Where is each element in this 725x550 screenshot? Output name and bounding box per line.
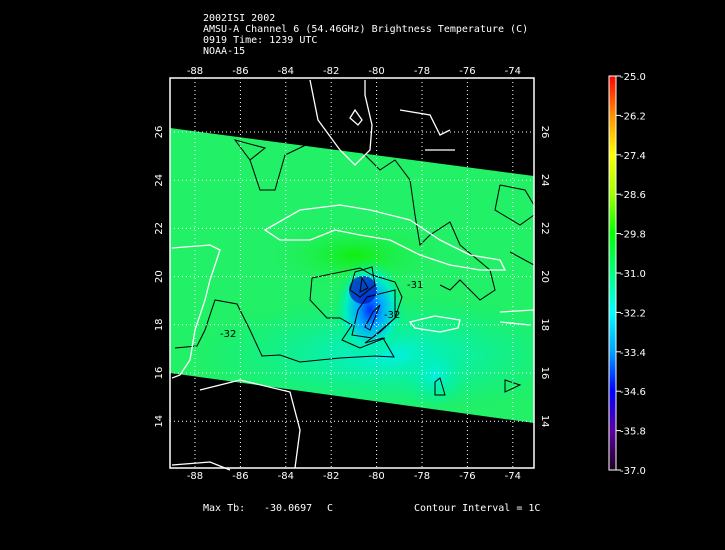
title-line-4: NOAA-15 (203, 46, 246, 57)
y-tick-label-right: 16 (539, 367, 550, 380)
x-tick-label-bottom: -88 (187, 471, 203, 482)
colorbar-tick-label: -35.8 (620, 427, 646, 438)
gridlines (170, 78, 534, 468)
y-tick-label-right: 24 (539, 174, 550, 187)
x-tick-label-bottom: -86 (232, 471, 248, 482)
y-tick-label-left: 14 (154, 415, 165, 428)
max-tb-value: -30.0697 (264, 503, 313, 514)
y-tick-label-left: 20 (154, 270, 165, 283)
contour-labels: -31 -32 -32 (220, 280, 423, 340)
colorbar-tick-label: -32.2 (620, 308, 646, 319)
colorbar-tick-label: -28.6 (620, 190, 646, 201)
x-tick-label-bottom: -76 (459, 471, 475, 482)
x-tick-label-top: -88 (187, 66, 203, 77)
contour-label: -32 (220, 329, 236, 340)
axis-ticks: -88 -88 -86 -86 -84 -84 -82 -82 -80 -80 -78 -78 -76 -… (154, 66, 550, 482)
x-tick-label-top: -84 (278, 66, 294, 77)
colorbar-tick-label: -29.8 (620, 230, 646, 241)
title-line-3: 0919 Time: 1239 UTC (203, 35, 318, 46)
x-tick-label-top: -76 (459, 66, 475, 77)
title-line-1: 2002ISI 2002 (203, 13, 276, 24)
title-line-2: AMSU-A Channel 6 (54.46GHz) Brightness T… (203, 24, 529, 35)
colorbar-tick-label: -33.4 (620, 348, 646, 359)
y-tick-label-right: 20 (539, 270, 550, 283)
y-tick-label-right: 18 (539, 318, 550, 331)
contour-label: -31 (407, 280, 423, 291)
x-tick-label-top: -74 (505, 66, 521, 77)
y-tick-label-right: 22 (539, 222, 550, 235)
x-tick-label-bottom: -80 (368, 471, 384, 482)
colorbar-tick-label: -34.6 (620, 387, 646, 398)
x-tick-label-bottom: -84 (278, 471, 294, 482)
plot-frame (169, 77, 535, 469)
colorbar-tick-label: -37.0 (620, 466, 646, 477)
colorbar-tick-label: -26.2 (620, 111, 646, 122)
colorbar-ticks: -25.0 -26.2 -27.4 -28.6 -29.8 -31.0 -32.2 -33.4… (616, 72, 646, 477)
x-tick-label-top: -80 (368, 66, 384, 77)
y-tick-label-left: 24 (154, 174, 165, 187)
max-tb-unit: C (327, 503, 334, 514)
swath (170, 128, 534, 423)
x-tick-label-bottom: -82 (323, 471, 339, 482)
contour-interval: Contour Interval = 1C (414, 503, 541, 514)
colorbar-tick-label: -31.0 (620, 269, 646, 280)
colorbar-tick-label: -27.4 (620, 151, 646, 162)
y-tick-label-right: 26 (539, 126, 550, 139)
y-tick-label-right: 14 (539, 415, 550, 428)
contour-label: -32 (384, 310, 400, 321)
coastlines (171, 79, 535, 471)
y-tick-label-left: 18 (154, 318, 165, 331)
x-tick-label-top: -78 (414, 66, 430, 77)
y-tick-label-left: 26 (154, 126, 165, 139)
max-tb-label: Max Tb: (203, 503, 246, 514)
colorbar-tick-label: -25.0 (620, 72, 646, 83)
contours (174, 139, 535, 396)
x-tick-label-top: -82 (323, 66, 339, 77)
colorbar (608, 75, 617, 471)
x-tick-label-bottom: -78 (414, 471, 430, 482)
y-tick-label-left: 22 (154, 222, 165, 235)
x-tick-label-bottom: -74 (505, 471, 521, 482)
y-tick-label-left: 16 (154, 367, 165, 380)
x-tick-label-top: -86 (232, 66, 248, 77)
